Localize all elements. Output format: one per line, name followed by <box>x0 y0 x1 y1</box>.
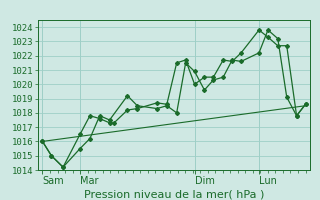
X-axis label: Pression niveau de la mer( hPa ): Pression niveau de la mer( hPa ) <box>84 190 264 200</box>
